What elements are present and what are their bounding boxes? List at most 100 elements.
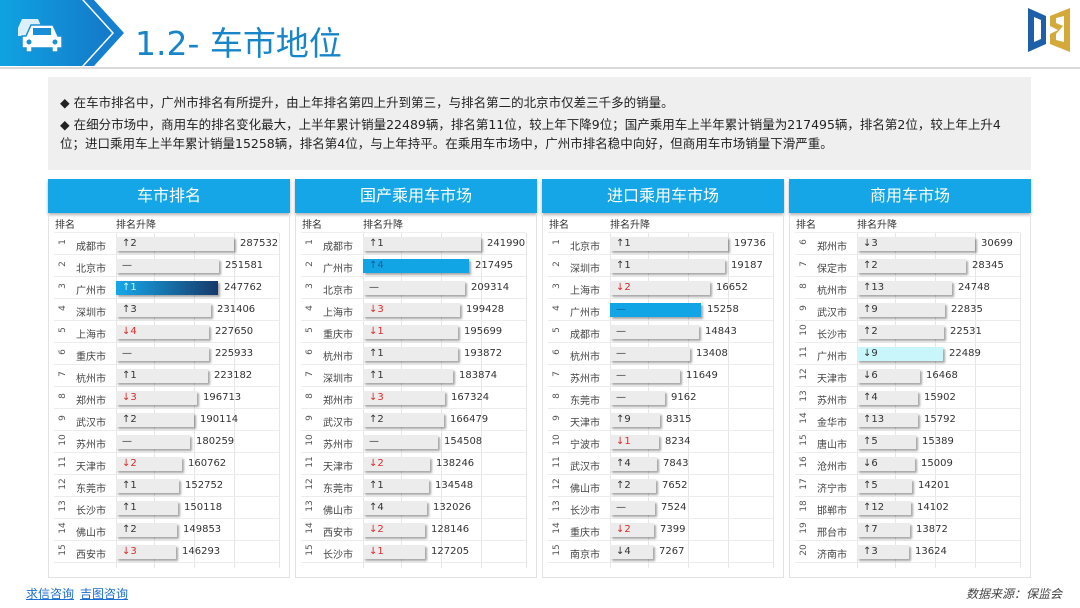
summary-point: ◆ 在细分市场中，商用车的排名变化最大，上半年累计销量22489辆，排名第11位…: [60, 117, 1001, 151]
city-name: 广州市: [76, 286, 106, 297]
grid-line: [975, 233, 976, 568]
sales-bar: ↑1: [116, 479, 179, 493]
rank-change: ↑13: [863, 414, 885, 425]
table-row: 8 郑州市 ↓3 167324: [301, 387, 526, 409]
rank-change: ↑2: [122, 414, 137, 425]
sales-value: 7524: [661, 502, 687, 513]
city-name: 苏州市: [570, 374, 600, 385]
footer-link[interactable]: 吉图咨询: [80, 587, 129, 601]
rank-change: —: [616, 370, 626, 381]
table-row: 17 济宁市 ↑5 14201: [795, 475, 1020, 497]
sales-bar: ↑1: [116, 369, 208, 383]
table-row: 6 杭州市 ↑1 193872: [301, 343, 526, 365]
rank-change: ↓6: [863, 458, 878, 469]
rank: 1: [552, 239, 562, 245]
table-row: 10 长沙市 ↑2 22531: [795, 321, 1020, 343]
column-header-change: 排名升降: [363, 220, 403, 231]
city-name: 深圳市: [570, 264, 600, 275]
sales-bar: ↑1: [116, 501, 178, 515]
rank-change: —: [122, 260, 132, 271]
sales-value: 149853: [183, 524, 222, 535]
grid-line: [773, 233, 774, 568]
rank: 6: [58, 349, 68, 355]
sales-value: 241990: [487, 238, 526, 249]
city-name: 郑州市: [817, 242, 847, 253]
rank-change: —: [616, 304, 626, 315]
sales-value: 15009: [921, 458, 953, 469]
sales-bar: ↓1: [363, 545, 425, 559]
city-name: 宁波市: [570, 440, 600, 451]
table-row: 4 上海市 ↓3 199428: [301, 299, 526, 321]
table-row: 12 东莞市 ↑1 152752: [54, 475, 279, 497]
sales-bar: ↑3: [857, 545, 909, 559]
table-row: 4 深圳市 ↑3 231406: [54, 299, 279, 321]
rank-change: ↓2: [369, 524, 384, 535]
city-name: 天津市: [817, 374, 847, 385]
city-name: 深圳市: [76, 308, 106, 319]
column-header-rank: 排名: [55, 220, 75, 231]
sales-bar: —: [610, 369, 680, 383]
rank-change: ↓2: [616, 282, 631, 293]
grid-line: [234, 233, 235, 568]
rank: 9: [305, 415, 315, 421]
table-row: 2 深圳市 ↑1 19187: [548, 255, 773, 277]
rank: 13: [58, 500, 68, 512]
city-name: 保定市: [817, 264, 847, 275]
ranking-panel: 国产乘用车市场 排名 排名升降 1 成都市 ↑1 241990 2 广州市 ↑4…: [295, 179, 537, 578]
column-header-change: 排名升降: [610, 220, 650, 231]
column-header-rank: 排名: [302, 220, 322, 231]
sales-value: 199428: [466, 304, 505, 315]
table-row: 20 济南市 ↑3 13624: [795, 541, 1020, 563]
sales-bar: ↑2: [857, 259, 966, 273]
footer-link[interactable]: 求信咨询: [26, 587, 75, 601]
rank-change: ↑3: [863, 546, 878, 557]
column-header-change: 排名升降: [116, 220, 156, 231]
sales-bar: ↑2: [610, 479, 656, 493]
sales-value: 19187: [731, 260, 763, 271]
table-row: 8 东莞市 — 9162: [548, 387, 773, 409]
sales-bar: ↓3: [857, 237, 975, 251]
sales-bar: ↑4: [363, 259, 469, 273]
rank-change: ↑12: [863, 502, 885, 513]
ranking-panel: 进口乘用车市场 排名 排名升降 1 北京市 ↑1 19736 2 深圳市 ↑1 …: [542, 179, 784, 578]
city-name: 唐山市: [817, 440, 847, 451]
rank: 5: [552, 327, 562, 333]
rank: 15: [305, 544, 315, 556]
city-name: 长沙市: [570, 506, 600, 517]
rank-change: ↓3: [369, 304, 384, 315]
sales-bar: ↑2: [116, 523, 177, 537]
sales-bar: ↑3: [116, 303, 211, 317]
city-name: 成都市: [323, 242, 353, 253]
sales-value: 14201: [918, 480, 950, 491]
rank-change: ↓3: [369, 392, 384, 403]
rank-change: ↓9: [863, 348, 878, 359]
table-row: 3 广州市 ↑1 247762: [54, 277, 279, 299]
rank: 8: [799, 283, 809, 289]
rank: 13: [305, 500, 315, 512]
sales-value: 30699: [981, 238, 1013, 249]
rank: 14: [799, 412, 809, 424]
city-name: 天津市: [570, 418, 600, 429]
rank: 9: [58, 415, 68, 421]
city-name: 北京市: [323, 286, 353, 297]
table-row: 6 重庆市 — 225933: [54, 343, 279, 365]
city-name: 佛山市: [323, 506, 353, 517]
table-row: 8 郑州市 ↓3 196713: [54, 387, 279, 409]
rank-change: ↑9: [616, 414, 631, 425]
sales-value: 7843: [663, 458, 689, 469]
sales-value: 8315: [666, 414, 692, 425]
rank: 15: [552, 544, 562, 556]
rank: 8: [58, 393, 68, 399]
table-row: 1 成都市 ↑2 287532: [54, 233, 279, 255]
rank: 8: [305, 393, 315, 399]
sales-bar: —: [610, 325, 699, 339]
rank-change: ↑2: [863, 260, 878, 271]
rank: 12: [552, 478, 562, 490]
rank-change: ↑1: [122, 370, 137, 381]
sales-value: 183874: [459, 370, 498, 381]
rank: 1: [58, 239, 68, 245]
sales-value: 223182: [214, 370, 253, 381]
city-name: 北京市: [76, 264, 106, 275]
sales-value: 13624: [915, 546, 947, 557]
city-name: 天津市: [323, 462, 353, 473]
